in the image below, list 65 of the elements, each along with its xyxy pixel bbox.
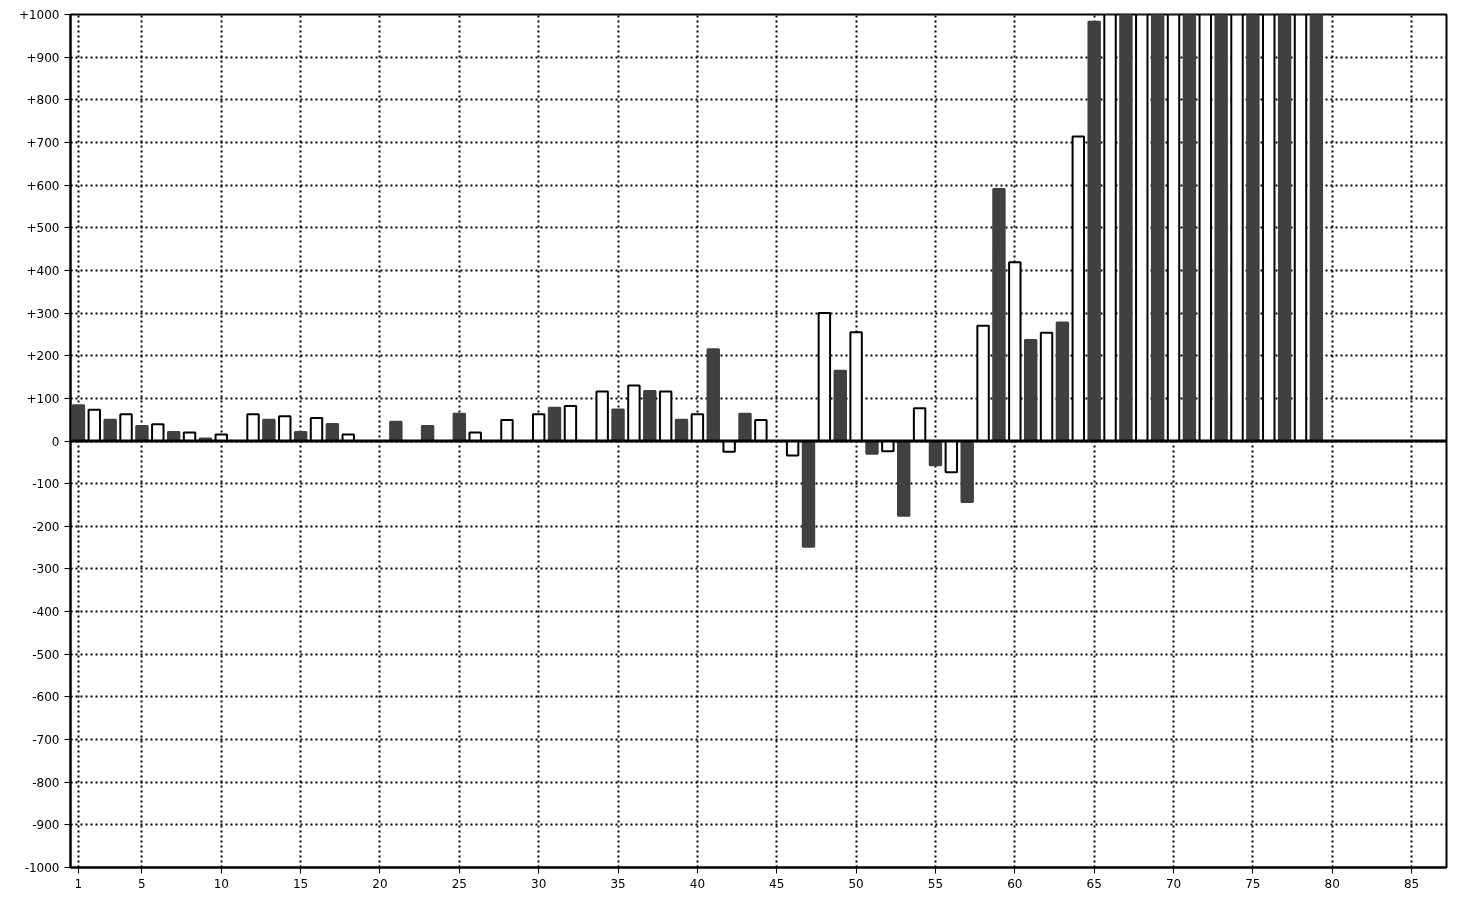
bar [992,187,1006,442]
x-tick-label: 40 [689,876,706,891]
x-tick-label: 1 [74,876,83,891]
bar [547,406,562,442]
bar [452,412,467,442]
x-tick-label: 65 [1086,876,1102,891]
y-tick-label: +600 [26,178,60,193]
x-tick-label: 75 [1245,876,1261,891]
y-tick-label: -700 [32,733,60,748]
bar [1309,14,1324,442]
x-tick-label: 15 [292,876,309,891]
y-tick-label: +300 [26,306,60,321]
bar [1055,321,1070,442]
bar [1182,14,1197,442]
y-tick-label: +700 [26,135,60,150]
bar [389,420,403,442]
bar [611,408,625,442]
y-tick-label: -200 [32,519,60,534]
x-tick-label: 35 [610,876,626,891]
y-tick-label: -100 [32,477,60,492]
y-tick-label: -800 [32,775,60,790]
x-tick-label: 45 [769,876,785,891]
y-tick-label: -1000 [24,861,60,875]
x-tick-label: 70 [1165,876,1182,891]
bar [801,440,816,548]
y-tick-label: 0 [51,434,60,449]
y-tick-label: +800 [26,93,60,108]
bar [738,412,752,442]
y-tick-label: -500 [32,647,60,662]
bar [960,440,974,503]
bar [103,418,117,442]
bar [71,404,86,442]
x-tick-label: 85 [1403,876,1420,891]
x-tick-label: 30 [531,876,547,891]
bar [1119,14,1133,442]
y-tick-label: +400 [26,263,60,278]
bar [643,390,657,442]
x-tick-label: 25 [451,876,467,891]
y-tick-label: -400 [32,605,60,620]
bar [706,348,720,442]
y-tick-label: +500 [26,221,60,236]
bar [897,440,911,517]
x-tick-label: 20 [372,876,388,891]
y-tick-label: -300 [32,562,60,577]
bar [833,369,847,442]
y-tick-label: +100 [26,391,60,406]
x-tick-label: 55 [927,876,944,891]
bar [135,425,149,442]
y-tick-label: +200 [26,349,60,364]
y-tick-label: +1000 [18,8,60,22]
x-tick-label: 5 [138,876,146,891]
bar [1023,338,1038,442]
bar [1087,20,1101,442]
x-tick-label: 80 [1324,876,1340,891]
bar [262,418,276,442]
bar [1214,14,1228,442]
bar [1277,14,1292,442]
bar [1246,14,1260,442]
bar [1150,14,1165,442]
x-tick-label: 50 [848,876,864,891]
x-tick-label: 60 [1007,876,1023,891]
y-tick-label: -900 [32,818,60,833]
y-tick-label: -600 [32,690,60,705]
x-tick-label: 10 [213,876,229,891]
y-tick-label: +900 [26,50,60,65]
